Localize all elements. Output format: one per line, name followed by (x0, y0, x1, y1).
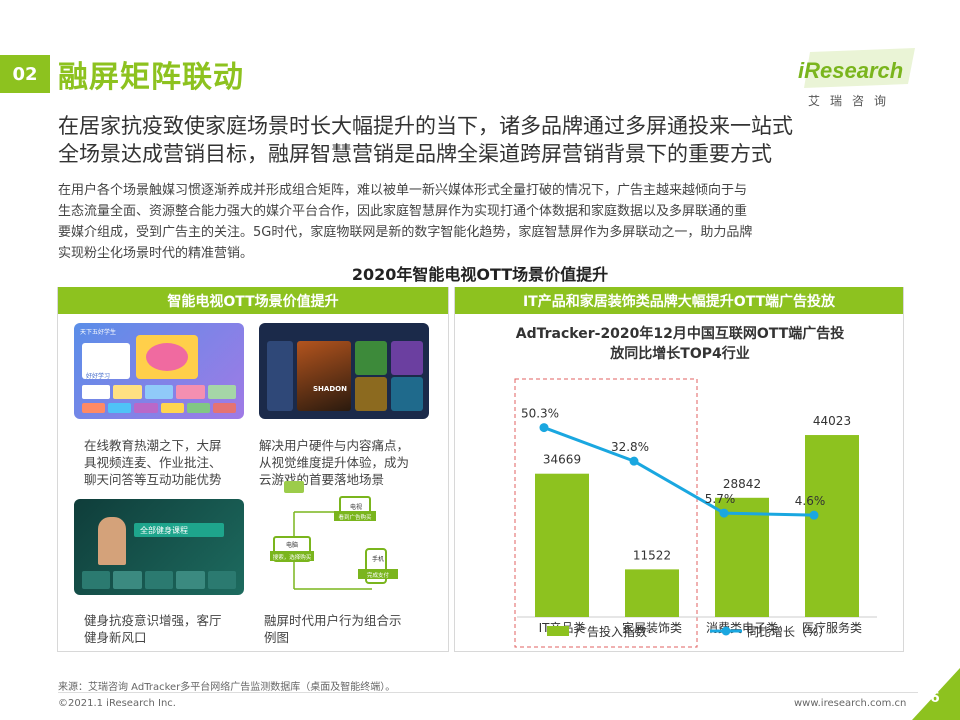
logo-subtitle: 艾瑞咨询 (808, 94, 897, 108)
ott-ad-growth-panel: IT产品和家居装饰类品牌大幅提升OTT端广告投放 AdTracker-2020年… (454, 287, 904, 652)
chart-title-line: 放同比增长TOP4行业 (609, 345, 749, 362)
ott-value-panel: 智能电视OTT场景价值提升 天下五好学生 好好学习 SHADON 在线教育热潮之… (57, 287, 449, 652)
page-number: 6 (930, 690, 940, 706)
bar-value-label: 28842 (723, 477, 761, 491)
bar-value-label: 44023 (813, 414, 851, 428)
diagram-label: 搜索，选择购买 (273, 553, 312, 561)
headline: 在居家抗疫致使家庭场景时长大幅提升的当下，诸多品牌通过多屏通投来一站式 全场景达… (58, 112, 938, 168)
fitness-screenshot: 全部健身课程 (74, 499, 244, 595)
bar (715, 497, 769, 617)
headline-line: 在居家抗疫致使家庭场景时长大幅提升的当下，诸多品牌通过多屏通投来一站式 (58, 114, 793, 138)
diagram-label: 电视 (350, 503, 362, 511)
panel-title: 智能电视OTT场景价值提升 (58, 287, 448, 314)
growth-point (539, 423, 549, 433)
footer-divider (58, 692, 918, 693)
copyright: ©2021.1 iResearch Inc. (58, 698, 176, 709)
bar (805, 435, 859, 617)
body-line: 生态流量全面、资源整合能力强大的媒介平台合作，因此家庭智慧屏作为实现打通个体数据… (58, 204, 748, 219)
body-line: 要媒介组成，受到广告主的关注。5G时代，家庭物联网是新的数字智能化趋势，家庭智慧… (58, 225, 753, 240)
iresearch-logo: iResearch 艾瑞咨询 (790, 48, 920, 110)
legend-label: 广告投入指数 (575, 624, 647, 639)
x-tick-label: 家居装饰类 (622, 620, 682, 635)
fitness-banner-text: 全部健身课程 (140, 526, 188, 535)
growth-value-label: 32.8% (611, 440, 649, 454)
caption-line: 健身新风口 (84, 630, 147, 645)
edu-sub-text: 好好学习 (86, 373, 111, 380)
source-note: 来源：艾瑞咨询 AdTracker多平台网络广告监测数据库（桌面及智能终端）。 (58, 682, 396, 693)
legend-bar-swatch (547, 626, 569, 636)
diagram-label: 电脑 (286, 541, 298, 549)
body-line: 在用户各个场景触媒习惯逐渐养成并形成组合矩阵，难以被单一新兴媒体形式全量打破的情… (58, 183, 748, 198)
caption-line: 聊天问答等互动功能优势 (84, 472, 222, 487)
caption-line: 健身抗疫意识增强，客厅 (84, 613, 222, 628)
caption-line: 解决用户硬件与内容痛点， (259, 438, 410, 453)
education-screenshot: 天下五好学生 好好学习 (74, 323, 244, 419)
panel-title: IT产品和家居装饰类品牌大幅提升OTT端广告投放 (455, 287, 903, 314)
edu-caption: 在线教育热潮之下，大屏 具视频连麦、作业批注、 聊天问答等互动功能优势 (84, 437, 222, 488)
growth-point (629, 456, 639, 466)
section-heading: 2020年智能电视OTT场景价值提升 (351, 265, 609, 284)
bar-value-label: 11522 (633, 548, 671, 562)
diagram-label: 完成支付 (367, 571, 390, 579)
game-title: SHADON (313, 385, 347, 393)
ott-ad-growth-chart: AdTracker-2020年12月中国互联网OTT端广告投 放同比增长TOP4… (514, 325, 877, 648)
legend-label: 同比增长（%） (747, 625, 830, 639)
body-line: 实现粉尘化场景时代的精准营销。 (58, 246, 254, 261)
x-tick-label: 医疗服务类 (802, 620, 862, 635)
bar-value-label: 34669 (543, 453, 581, 467)
diagram-label: 看到广告购买 (338, 513, 372, 521)
highlight-box (514, 378, 698, 648)
caption-line: 从视觉维度提升体验，成为 (259, 455, 410, 470)
growth-point (719, 508, 729, 518)
growth-point (809, 510, 819, 520)
caption-line: 在线教育热潮之下，大屏 (84, 438, 222, 453)
section-number: 02 (0, 55, 50, 93)
chart-title-line: AdTracker-2020年12月中国互联网OTT端广告投 (516, 325, 844, 342)
bar (535, 473, 589, 617)
logo-text: iResearch (798, 58, 904, 83)
legend-line-marker (721, 626, 731, 636)
growth-value-label: 50.3% (521, 407, 559, 421)
edu-banner-text: 天下五好学生 (80, 329, 117, 336)
cloud-game-screenshot: SHADON (259, 323, 429, 419)
website: www.iresearch.com.cn (794, 698, 907, 709)
multi-caption: 融屏时代用户行为组合示 例图 (264, 612, 402, 646)
multi-screen-diagram: 电视 看到广告购买 电脑 搜索，选择购买 手机 完成支付 (270, 481, 398, 590)
caption-line: 具视频连麦、作业批注、 (84, 455, 222, 470)
logo-leaf-icon (804, 48, 915, 88)
body-paragraph: 在用户各个场景触媒习惯逐渐养成并形成组合矩阵，难以被单一新兴媒体形式全量打破的情… (58, 180, 918, 264)
fitness-caption: 健身抗疫意识增强，客厅 健身新风口 (84, 612, 222, 646)
growth-value-label: 5.7% (705, 492, 736, 506)
page-corner-icon (912, 668, 960, 720)
caption-line: 融屏时代用户行为组合示 (264, 613, 402, 628)
caption-line: 例图 (264, 630, 290, 645)
growth-value-label: 4.6% (795, 494, 826, 508)
bar (625, 569, 679, 617)
headline-line: 全场景达成营销目标，融屏智慧营销是品牌全渠道跨屏营销背景下的重要方式 (58, 142, 772, 166)
growth-line (543, 426, 815, 517)
page-title: 融屏矩阵联动 (58, 60, 244, 95)
diagram-label: 手机 (372, 555, 384, 563)
